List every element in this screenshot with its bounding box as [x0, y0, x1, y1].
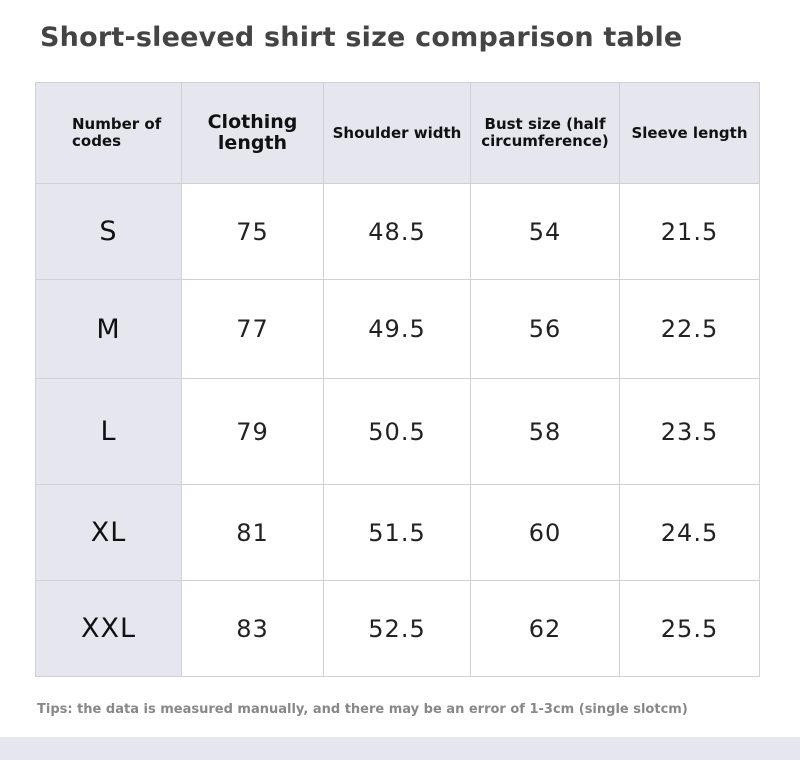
table-row: M 77 49.5 56 22.5 — [35, 279, 760, 379]
size-cell: XXL — [35, 580, 182, 677]
table-row: S 75 48.5 54 21.5 — [35, 183, 760, 280]
value-cell: 81 — [181, 484, 324, 581]
value-cell: 50.5 — [323, 378, 471, 485]
size-table: Number of codes Clothing length Shoulder… — [35, 82, 760, 677]
value-cell: 54 — [470, 183, 620, 280]
header-bust-size: Bust size (half circumference) — [470, 82, 620, 184]
value-cell: 52.5 — [323, 580, 471, 677]
value-cell: 24.5 — [619, 484, 760, 581]
value-cell: 48.5 — [323, 183, 471, 280]
value-cell: 25.5 — [619, 580, 760, 677]
value-cell: 83 — [181, 580, 324, 677]
table-row: XL 81 51.5 60 24.5 — [35, 484, 760, 581]
header-sleeve-length: Sleeve length — [619, 82, 760, 184]
size-cell: XL — [35, 484, 182, 581]
value-cell: 23.5 — [619, 378, 760, 485]
value-cell: 79 — [181, 378, 324, 485]
value-cell: 51.5 — [323, 484, 471, 581]
value-cell: 56 — [470, 279, 620, 379]
page-title: Short-sleeved shirt size comparison tabl… — [40, 22, 683, 53]
size-cell: M — [35, 279, 182, 379]
tips-text: Tips: the data is measured manually, and… — [37, 702, 688, 717]
value-cell: 75 — [181, 183, 324, 280]
header-size: Number of codes — [35, 82, 182, 184]
value-cell: 22.5 — [619, 279, 760, 379]
size-cell: L — [35, 378, 182, 485]
value-cell: 58 — [470, 378, 620, 485]
value-cell: 49.5 — [323, 279, 471, 379]
value-cell: 77 — [181, 279, 324, 379]
header-row: Number of codes Clothing length Shoulder… — [35, 82, 760, 184]
bottom-bar — [0, 737, 800, 760]
value-cell: 21.5 — [619, 183, 760, 280]
header-shoulder-width: Shoulder width — [323, 82, 471, 184]
value-cell: 60 — [470, 484, 620, 581]
header-clothing-length: Clothing length — [181, 82, 324, 184]
table-row: XXL 83 52.5 62 25.5 — [35, 580, 760, 677]
table-row: L 79 50.5 58 23.5 — [35, 378, 760, 485]
size-cell: S — [35, 183, 182, 280]
value-cell: 62 — [470, 580, 620, 677]
